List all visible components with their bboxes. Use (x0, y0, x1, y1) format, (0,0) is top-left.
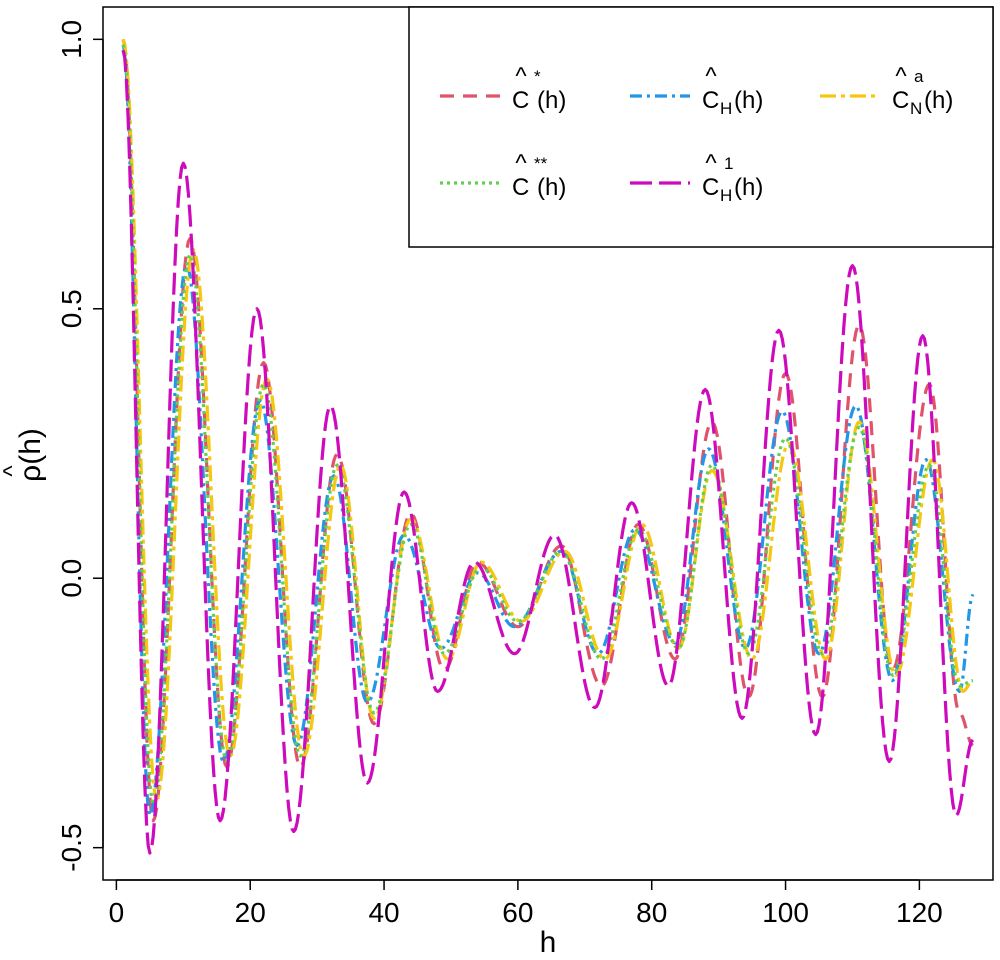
legend-arg: (h) (924, 87, 953, 114)
legend-hat: ^ (705, 150, 717, 177)
legend-subscript: N (910, 99, 922, 118)
series-layer (121, 38, 975, 855)
y-tick-label: -0.5 (56, 824, 87, 872)
legend-superscript: ** (534, 154, 548, 173)
x-tick-label: 0 (109, 897, 125, 928)
y-tick-label: 0.5 (56, 289, 87, 328)
x-tick-label: 40 (368, 897, 399, 928)
legend-superscript: * (534, 67, 541, 86)
legend-hat: ^ (515, 150, 527, 177)
legend-base: C (892, 87, 909, 114)
series-line-ch1 (121, 49, 975, 855)
x-axis: 0 20 40 60 80 100 120 (109, 879, 943, 928)
legend-subscript: H (720, 186, 732, 205)
legend-hat: ^ (705, 63, 717, 90)
legend-arg: (h) (734, 87, 763, 114)
x-tick-label: 80 (636, 897, 667, 928)
legend: ^C*(h)^C H (h)^CaN (h)^C**(h)^C1H (h) (408, 6, 994, 248)
legend-base: C (512, 174, 529, 201)
legend-base: C (702, 87, 719, 114)
legend-entry-cstarstar: ^C **(h) (440, 150, 566, 201)
y-axis-title-base: ρ (14, 465, 47, 482)
y-axis-title: ρ(h) ^ (0, 428, 47, 482)
legend-arg: (h) (734, 174, 763, 201)
series-line-cstarstar (121, 44, 974, 807)
legend-arg: (h) (537, 174, 566, 201)
svg-text:ρ(h): ρ(h) (14, 428, 47, 482)
legend-hat: ^ (515, 63, 527, 90)
legend-hat: ^ (895, 63, 907, 90)
legend-subscript: H (720, 99, 732, 118)
y-tick-label: 1.0 (56, 20, 87, 59)
legend-arg: (h) (537, 87, 566, 114)
y-tick-label: 0.0 (56, 559, 87, 598)
legend-box (408, 6, 994, 248)
x-tick-label: 120 (896, 897, 943, 928)
legend-superscript: 1 (724, 154, 733, 173)
legend-base: C (702, 174, 719, 201)
legend-entry-ch1: ^C1 H (h) (630, 150, 763, 205)
x-tick-label: 100 (762, 897, 809, 928)
x-tick-label: 20 (235, 897, 266, 928)
legend-entry-cstar: ^C *(h) (440, 63, 566, 114)
legend-entry-cna: ^CaN (h) (820, 63, 953, 118)
y-axis: -0.5 0.0 0.5 1.0 (56, 20, 104, 872)
x-axis-title: h (540, 926, 557, 959)
legend-superscript: a (914, 67, 924, 86)
y-axis-title-hat: ^ (0, 465, 26, 477)
y-axis-title-arg: (h) (14, 428, 47, 465)
legend-entry-ch: ^C H (h) (630, 63, 763, 118)
legend-base: C (512, 87, 529, 114)
x-tick-label: 60 (502, 897, 533, 928)
